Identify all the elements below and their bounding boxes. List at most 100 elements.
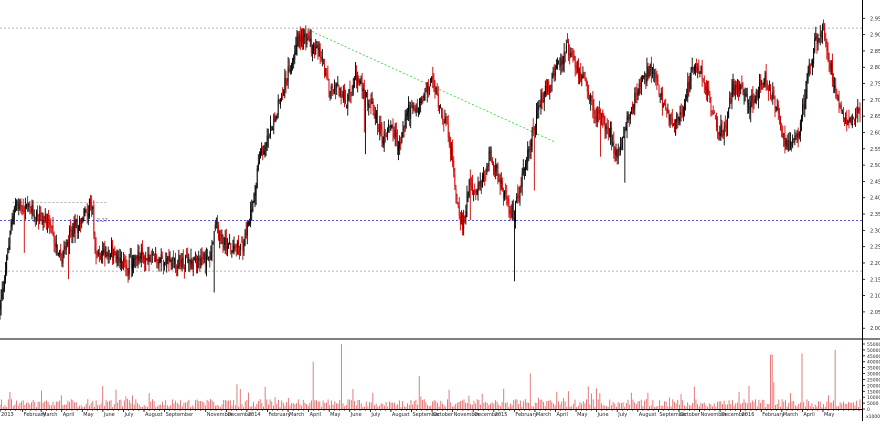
candle-body — [320, 48, 321, 58]
candle-body — [359, 81, 360, 85]
candle-body — [347, 95, 348, 109]
candle-body — [738, 84, 739, 91]
candle-body — [124, 258, 125, 263]
candle-body — [262, 146, 263, 154]
candle-body — [522, 173, 523, 187]
candle-body — [59, 250, 60, 255]
candle-body — [768, 87, 769, 91]
candle-body — [586, 79, 587, 83]
candle-body — [379, 124, 380, 134]
candle-body — [627, 117, 628, 131]
candle-body — [322, 58, 323, 59]
candle-body — [578, 68, 579, 78]
candle-body — [820, 34, 821, 36]
candle-body — [630, 112, 631, 120]
candle-body — [53, 226, 54, 231]
candle-body — [90, 200, 91, 205]
volume-tick-label: 25000 — [867, 377, 880, 383]
candle-body — [539, 104, 540, 107]
candle-body — [676, 114, 677, 122]
candle-body — [19, 202, 20, 203]
x-tick-label: September — [166, 412, 195, 418]
candle-body — [71, 229, 72, 236]
candle-body — [303, 36, 304, 41]
candle-body — [310, 39, 311, 42]
candle-body — [198, 258, 199, 261]
candle-body — [302, 35, 303, 42]
candle-body — [552, 74, 553, 83]
candle-body — [342, 94, 343, 97]
candle-body — [702, 66, 703, 79]
candle-body — [142, 248, 143, 255]
candle-body — [565, 54, 566, 55]
candle-body — [288, 66, 289, 81]
candle-body — [442, 116, 443, 120]
candle-body — [461, 216, 462, 223]
candle-body — [237, 243, 238, 248]
candle-body — [114, 252, 115, 256]
candle-body — [547, 83, 548, 92]
price-tick-label: 2.05 — [870, 310, 880, 316]
candle-body — [744, 94, 745, 95]
candle-body — [558, 61, 559, 62]
candle-body — [464, 216, 465, 218]
candle-body — [671, 115, 672, 116]
candle-body — [215, 225, 216, 229]
candle-body — [337, 83, 338, 85]
candle-body — [210, 252, 211, 260]
candle-body — [629, 115, 630, 120]
candle-body — [66, 246, 67, 250]
price-tick-label: 2.60 — [870, 130, 880, 136]
candle-body — [502, 181, 503, 191]
price-tick-label: 2.65 — [870, 114, 880, 120]
candle-body — [600, 114, 601, 115]
candle-body — [727, 118, 728, 128]
candle-body — [646, 67, 647, 83]
candle-body — [12, 222, 13, 226]
candle-body — [136, 256, 137, 259]
candle-body — [292, 62, 293, 65]
candle-body — [1, 298, 2, 308]
candle-body — [256, 187, 257, 196]
candle-body — [235, 246, 236, 249]
candle-body — [758, 91, 759, 99]
candle-body — [454, 174, 455, 186]
candle-body — [88, 214, 89, 217]
candle-body — [263, 151, 264, 154]
candle-body — [631, 107, 632, 109]
candle-body — [581, 77, 582, 80]
candle-body — [396, 131, 397, 137]
candle-body — [421, 99, 422, 103]
candle-body — [719, 133, 720, 136]
candle-body — [96, 247, 97, 255]
candle-body — [175, 261, 176, 264]
candle-body — [566, 45, 567, 53]
candle-body — [355, 71, 356, 77]
candle-body — [549, 86, 550, 93]
candle-body — [568, 42, 569, 55]
candle-body — [390, 125, 391, 131]
candle-body — [11, 226, 12, 232]
candle-body — [422, 96, 423, 98]
candle-body — [102, 250, 103, 256]
candle-body — [441, 109, 442, 116]
candle-body — [39, 213, 40, 221]
candle-body — [854, 120, 855, 121]
candle-body — [141, 251, 142, 260]
x-tick-label: May — [330, 412, 340, 418]
candle-body — [21, 204, 22, 207]
candle-body — [839, 96, 840, 107]
candle-body — [34, 215, 35, 218]
candle-body — [25, 206, 26, 210]
candle-body — [603, 116, 604, 124]
candle-body — [54, 234, 55, 244]
candle-body — [431, 76, 432, 82]
price-tick-label: 2.25 — [870, 245, 880, 251]
candle-body — [567, 41, 568, 42]
candle-body — [746, 94, 747, 95]
candle-body — [219, 234, 220, 241]
candle-body — [724, 126, 725, 135]
candle-body — [369, 101, 370, 102]
candle-body — [472, 183, 473, 191]
candle-body — [577, 69, 578, 71]
